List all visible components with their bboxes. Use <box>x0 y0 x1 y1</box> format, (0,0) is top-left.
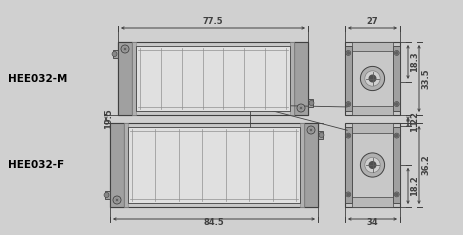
Bar <box>290 42 294 115</box>
Text: 77.5: 77.5 <box>203 17 223 26</box>
Circle shape <box>319 133 324 137</box>
Text: HEE032-F: HEE032-F <box>8 160 64 170</box>
Circle shape <box>123 47 127 51</box>
Circle shape <box>360 67 385 91</box>
Circle shape <box>365 71 380 86</box>
Text: 27: 27 <box>367 17 378 26</box>
Bar <box>345 127 351 203</box>
Bar <box>118 42 308 115</box>
Bar <box>345 42 400 115</box>
Text: HEE032-M: HEE032-M <box>8 74 68 83</box>
Circle shape <box>347 103 350 105</box>
Bar <box>345 123 400 207</box>
Bar <box>118 42 132 115</box>
Bar <box>304 123 318 207</box>
Circle shape <box>346 51 351 55</box>
Circle shape <box>124 48 126 50</box>
Circle shape <box>309 128 313 132</box>
Circle shape <box>299 106 303 110</box>
Bar <box>351 197 394 207</box>
Circle shape <box>394 51 399 55</box>
Bar <box>113 50 118 58</box>
Circle shape <box>395 134 398 137</box>
Bar <box>300 123 304 207</box>
Circle shape <box>113 196 121 204</box>
Circle shape <box>300 107 302 109</box>
Circle shape <box>307 126 315 134</box>
Circle shape <box>346 102 351 106</box>
Bar <box>105 191 110 199</box>
Text: 1.2: 1.2 <box>410 117 419 132</box>
Text: 36.2: 36.2 <box>421 155 430 175</box>
Bar <box>345 46 351 111</box>
Circle shape <box>310 129 312 131</box>
Text: 84.5: 84.5 <box>204 218 225 227</box>
Bar <box>136 46 290 111</box>
Bar <box>351 106 394 115</box>
Circle shape <box>347 193 350 196</box>
Bar <box>110 123 124 207</box>
Circle shape <box>346 133 351 138</box>
Circle shape <box>360 153 385 177</box>
Circle shape <box>104 192 109 197</box>
Text: 18.2: 18.2 <box>410 176 419 196</box>
Circle shape <box>347 134 350 137</box>
Text: 19.5: 19.5 <box>104 109 113 129</box>
Text: 18.3: 18.3 <box>410 52 419 72</box>
Text: M3X10: M3X10 <box>252 101 284 110</box>
Circle shape <box>395 103 398 105</box>
Bar <box>318 131 323 139</box>
Circle shape <box>309 101 314 106</box>
Bar <box>128 127 300 203</box>
Circle shape <box>394 133 399 138</box>
Circle shape <box>369 162 376 168</box>
Text: 1.2: 1.2 <box>410 111 419 126</box>
Bar <box>110 123 318 207</box>
Bar <box>351 123 394 133</box>
Circle shape <box>394 102 399 106</box>
Circle shape <box>121 45 129 53</box>
Bar <box>132 42 136 115</box>
Circle shape <box>115 198 119 202</box>
Text: 33.5: 33.5 <box>421 68 430 89</box>
Circle shape <box>112 51 117 56</box>
Bar <box>351 42 394 51</box>
Circle shape <box>297 104 305 112</box>
Circle shape <box>346 192 351 197</box>
Circle shape <box>394 192 399 197</box>
Bar <box>394 46 400 111</box>
Circle shape <box>395 193 398 196</box>
Circle shape <box>116 199 118 201</box>
Circle shape <box>369 75 376 82</box>
Bar <box>394 127 400 203</box>
Bar <box>294 42 308 115</box>
Bar <box>124 123 128 207</box>
Circle shape <box>365 157 380 173</box>
Text: 34: 34 <box>367 218 378 227</box>
Bar <box>308 99 313 107</box>
Circle shape <box>395 52 398 54</box>
Circle shape <box>347 52 350 54</box>
